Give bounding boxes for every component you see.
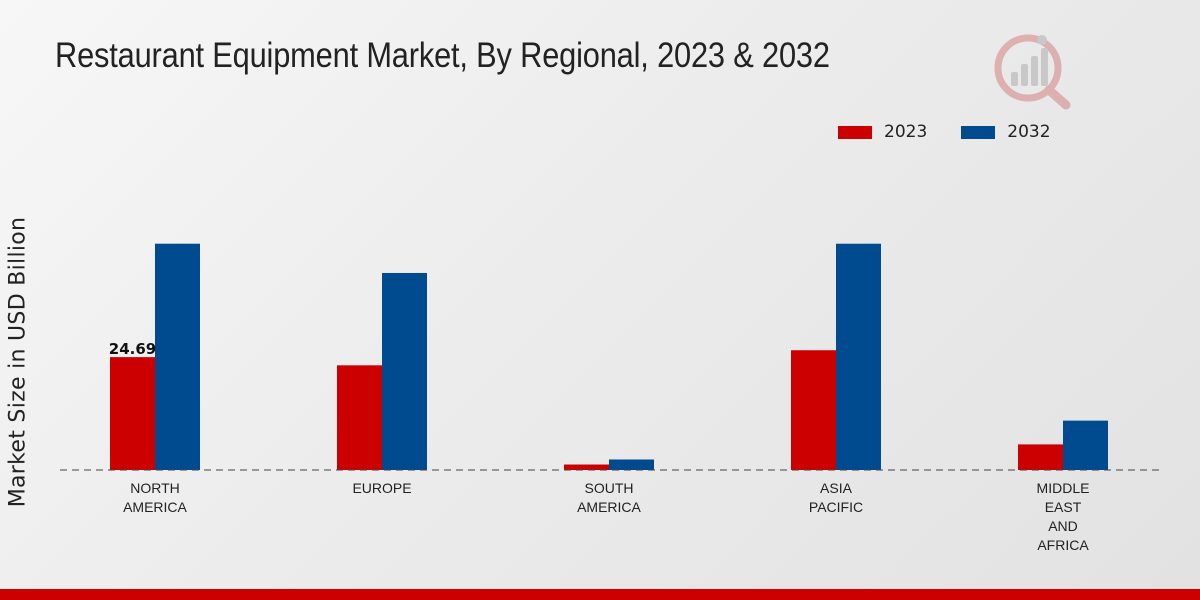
x-tick-label-asia-pacific: ASIA PACIFIC <box>809 480 863 515</box>
legend-item-2023: 2023 <box>838 122 927 142</box>
legend-label-2032: 2032 <box>1007 122 1051 142</box>
bottom-accent-bar <box>0 589 1200 600</box>
bar-2023-europe <box>337 365 382 470</box>
legend-label-2023: 2023 <box>884 122 928 142</box>
brand-logo-icon <box>994 34 1071 110</box>
legend-item-2032: 2032 <box>961 122 1051 142</box>
x-tick-label-north-america: NORTH AMERICA <box>123 480 187 515</box>
x-tick-label-south-america: SOUTH AMERICA <box>577 480 641 515</box>
bar-2032-europe <box>382 272 427 470</box>
legend-swatch-2032 <box>961 125 996 139</box>
x-tick-label-middle-east-africa: MIDDLE EAST AND AFRICA <box>1037 480 1090 553</box>
chart-legend: 2023 2032 <box>838 122 1085 142</box>
bar-2023-north-america <box>110 357 155 470</box>
bar-2032-middle-east-africa <box>1063 420 1108 470</box>
bar-2023-south-america <box>564 464 609 470</box>
data-label-2023-north-america: 24.69 <box>109 340 156 358</box>
bar-2023-asia-pacific <box>791 350 836 470</box>
x-tick-label-europe: EUROPE <box>352 480 411 496</box>
chart-title: Restaurant Equipment Market, By Regional… <box>55 36 830 75</box>
bar-2032-asia-pacific <box>836 243 881 470</box>
bar-2032-north-america <box>155 243 200 470</box>
bar-2023-middle-east-africa <box>1018 444 1063 470</box>
legend-swatch-2023 <box>838 125 872 139</box>
bar-2032-south-america <box>609 459 654 470</box>
